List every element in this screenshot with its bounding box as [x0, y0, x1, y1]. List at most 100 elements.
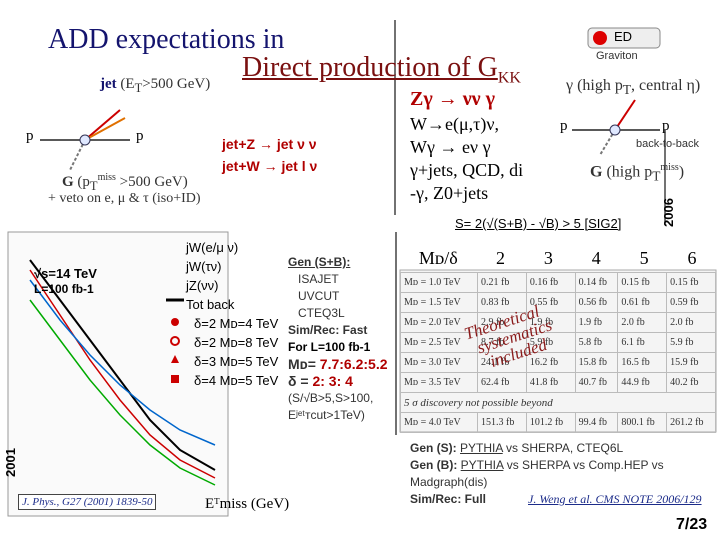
- pythia: PYTHIA: [460, 458, 504, 472]
- proton: p: [136, 128, 144, 144]
- table-row: Mᴅ = 4.0 TeV 151.3 fb 101.2 fb 99.4 fb 800.1…: [399, 412, 716, 433]
- table-row: Mᴅ = 1.5 TeV 0.83 fb 0.55 fb 0.56 fb 0.61 fb…: [399, 292, 716, 313]
- plot-reference: J. Phys., G27 (2001) 1839-50: [18, 494, 157, 510]
- cell: 40.7 fb: [574, 372, 619, 393]
- table-row: Mᴅ = 3.0 TeV 24.1 fb 16.2 fb 15.8 fb 16.5 fb…: [399, 352, 716, 373]
- header-cell: 4: [591, 248, 601, 268]
- cut: Eʲᵉᵗᴛcut>1TeV): [288, 408, 365, 422]
- header-cell: 5: [639, 248, 649, 268]
- jet-post: >500 GeV): [142, 76, 211, 92]
- proton: p: [560, 118, 568, 134]
- lumi: L=100 fb-1: [34, 282, 94, 296]
- veto: + veto on e, μ & τ (iso+ID): [48, 191, 201, 206]
- legend-entry: δ=4 Mᴅ=5 TeV: [194, 373, 279, 388]
- legend-entry: δ=2 Mᴅ=8 TeV: [194, 335, 279, 350]
- photon-graviton: G (high pTmiss): [590, 162, 684, 185]
- header-cell: 2: [496, 248, 506, 268]
- cell: 0.15 fb: [617, 272, 668, 293]
- table-header: Mᴅ/δ 2 3 4 5 6: [400, 248, 716, 269]
- g-post: ): [678, 163, 685, 181]
- table-row: Mᴅ = 2.0 TeV 2.9 fb 1.9 fb 1.9 fb 2.0 fb 2.0 …: [399, 312, 716, 333]
- g-sub: T: [652, 168, 661, 184]
- sim: Sim/Rec: Full: [410, 492, 487, 506]
- g: G: [590, 163, 603, 181]
- note: 5 σ discovery not possible beyond: [400, 392, 716, 413]
- table-row: Mᴅ = 3.5 TeV 62.4 fb 41.8 fb 40.7 fb 44.9 fb…: [399, 372, 716, 393]
- subtitle-text: Direct production of G: [242, 52, 498, 83]
- cell: 40.2 fb: [666, 372, 716, 393]
- cell: 5.8 fb: [574, 332, 619, 353]
- cell: 44.9 fb: [617, 372, 668, 393]
- proton: p: [26, 128, 34, 144]
- cell: 0.59 fb: [666, 292, 716, 313]
- legend-entry: jW(τν): [186, 259, 222, 274]
- g-sub: T: [89, 179, 98, 193]
- jet-word: jet: [100, 76, 117, 92]
- legend-entry: jW(e/μ ν): [186, 240, 239, 255]
- cell: 62.4 fb: [477, 372, 527, 393]
- cell: 0.14 fb: [574, 272, 619, 293]
- significance: S= 2(√(S+B) - √B) > 5 [SIG2]: [455, 216, 622, 231]
- background: Wγ → eν γ: [410, 137, 491, 157]
- background: -γ, Z0+jets: [410, 183, 489, 203]
- x-label: Eᵀmiss (GeV): [205, 496, 290, 512]
- legend: jW(e/μ ν) jW(τν) jZ(νν) Tot back δ=2 Mᴅ=4 Te…: [186, 238, 278, 390]
- ph-sub: T: [622, 82, 631, 98]
- cell: 6.1 fb: [617, 332, 668, 353]
- gen-b-value: Madgraph(dis): [410, 475, 488, 489]
- ph-pre: γ (high p: [566, 77, 623, 94]
- proton: p: [662, 118, 670, 134]
- cell: 0.56 fb: [574, 292, 619, 313]
- delta-values: 2: 3: 4: [312, 373, 353, 389]
- page-number: 7/23: [676, 516, 708, 533]
- legend-entry: Tot back: [186, 297, 235, 312]
- cell: 2.0 fb: [617, 312, 668, 333]
- process: jet+Z → jet ν ν: [222, 136, 317, 152]
- g-sup: miss: [97, 172, 116, 183]
- cell: 800.1 fb: [617, 412, 668, 433]
- photon-heading: γ (high pT, central η): [566, 77, 700, 98]
- back-to-back: back-to-back: [636, 138, 699, 150]
- cell: 2.0 fb: [666, 312, 716, 333]
- table-row: Mᴅ = 2.5 TeV 8.7 fb 5.9 fb 5.8 fb 6.1 fb 5.9 …: [399, 332, 716, 353]
- gen-b: Gen (B):: [410, 458, 458, 472]
- g-post: >500 GeV): [115, 174, 188, 190]
- delta-label: δ =: [288, 373, 309, 389]
- year: 2006: [660, 198, 676, 227]
- header-cell: Mᴅ/δ: [418, 248, 458, 268]
- badge-graviton: Graviton: [596, 50, 638, 62]
- ph-post: , central η): [631, 77, 701, 94]
- cell: 0.15 fb: [666, 272, 716, 293]
- cell: Mᴅ = 4.0 TeV: [399, 412, 479, 433]
- jet-pre: (E: [116, 76, 135, 92]
- md-values: 7.7:6.2:5.2: [319, 356, 388, 372]
- cell: 101.2 fb: [525, 412, 576, 433]
- md-label: Mᴅ=: [288, 356, 316, 372]
- header-cell: 6: [687, 248, 697, 268]
- subtitle: Direct production of GKK: [242, 52, 521, 88]
- g-pre: (p: [73, 174, 90, 190]
- note-row: 5 σ discovery not possible beyond: [400, 392, 716, 413]
- gen-lumi: For L=100 fb-1: [288, 340, 371, 354]
- process: jet+W → jet l ν: [222, 158, 318, 174]
- generator: CTEQ3L: [298, 306, 345, 320]
- cell: Mᴅ = 3.5 TeV: [399, 372, 479, 393]
- g-pre: (high p: [602, 163, 653, 181]
- subtitle-sub: KK: [497, 69, 521, 87]
- cell: 261.2 fb: [666, 412, 716, 433]
- cell: Mᴅ = 3.0 TeV: [399, 352, 479, 373]
- jet-sub: T: [134, 81, 143, 95]
- cell: 0.61 fb: [617, 292, 668, 313]
- gen: Gen (S+B):: [288, 255, 351, 269]
- background: W→e(μ,τ)ν,: [410, 114, 499, 134]
- header-cell: 3: [543, 248, 553, 268]
- gen-info: Gen (S+B): ISAJET UVCUT CTEQ3L Sim/Rec: …: [288, 254, 388, 424]
- reference: J. Weng et al. CMS NOTE 2006/129: [528, 492, 702, 506]
- cut: (S/√B>5,S>100,: [288, 391, 374, 405]
- gen-s: Gen (S):: [410, 441, 457, 455]
- table: Mᴅ = 1.0 TeV 0.21 fb 0.16 fb 0.14 fb 0.15 fb…: [399, 272, 716, 433]
- legend-entry: δ=2 Mᴅ=4 TeV: [194, 316, 279, 331]
- title: ADD expectations in: [48, 24, 285, 55]
- cell: 15.8 fb: [574, 352, 619, 373]
